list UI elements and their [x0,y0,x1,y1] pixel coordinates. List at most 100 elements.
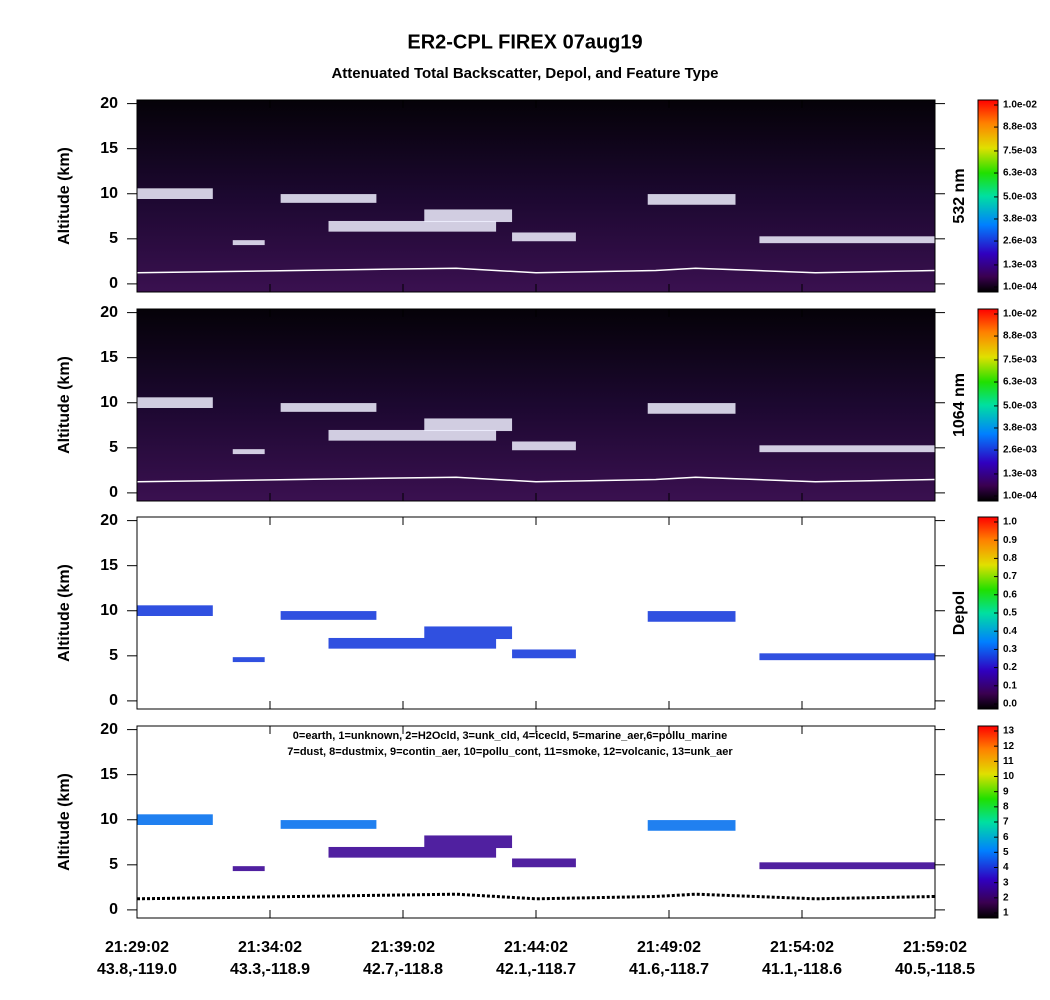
curtain [137,517,935,709]
y-tick-label: 15 [100,140,118,157]
surface [136,267,936,274]
feature [759,445,935,453]
x-tick-location: 42.1,-118.7 [496,961,576,978]
y-tick-label: 20 [100,304,118,321]
colorbar-tick-label: 11 [1003,756,1014,767]
y-tick-label: 20 [100,95,118,112]
feature [424,209,513,223]
y-axis-label: Altitude (km) [56,356,73,454]
x-tick-time: 21:44:02 [504,939,568,956]
x-tick-location: 40.5,-118.5 [895,961,975,978]
colorbar [977,99,999,293]
curtain [137,309,935,501]
curtain [137,100,935,292]
feature [647,194,736,205]
feature [647,403,736,414]
colorbar-tick-label: 0.5 [1003,608,1017,619]
colorbar-tick-label: 5.0e-03 [1003,192,1037,203]
annotation: 0=earth, 1=unknown, 2=H2Ocld, 3=unk_cld,… [293,730,727,742]
colorbar-tick-label: 8.8e-03 [1003,122,1037,133]
colorbar-tick-label: 0.4 [1003,626,1017,637]
colorbar-tick-label: 1.3e-03 [1003,260,1037,271]
x-tick-time: 21:29:02 [105,939,169,956]
y-tick-label: 10 [100,185,118,202]
feature [280,194,377,203]
colorbar-tick-label: 5 [1003,847,1009,858]
colorbar-label: 1064 nm [951,373,968,437]
colorbar-tick-label: 13 [1003,726,1015,737]
colorbar-label: Depol [951,591,968,635]
colorbar-tick-label: 0.6 [1003,589,1017,600]
feature [232,657,265,663]
feature [328,846,497,858]
feature [137,605,213,616]
colorbar-tick-label: 7 [1003,817,1009,828]
x-tick-location: 41.6,-118.7 [629,961,709,978]
y-tick-label: 5 [109,230,118,247]
x-tick-time: 21:59:02 [903,939,967,956]
colorbar-tick-label: 0.3 [1003,644,1017,655]
colorbar-tick-label: 7.5e-03 [1003,355,1037,366]
y-tick-label: 0 [109,484,118,501]
feature [232,240,265,246]
feature [137,814,213,825]
colorbar-tick-label: 4 [1003,862,1009,873]
feature [647,820,736,831]
x-tick-time: 21:54:02 [770,939,834,956]
subtitle: Attenuated Total Backscatter, Depol, and… [331,65,718,82]
feature [647,611,736,622]
x-tick-location: 42.7,-118.8 [363,961,443,978]
y-tick-label: 20 [100,512,118,529]
y-tick-label: 10 [100,811,118,828]
feature [280,403,377,412]
surface [136,892,936,901]
colorbar-tick-label: 10 [1003,771,1015,782]
y-tick-label: 15 [100,766,118,783]
surface [136,476,936,483]
annotation: 7=dust, 8=dustmix, 9=contin_aer, 10=poll… [287,746,733,758]
y-axis-label: Altitude (km) [56,564,73,662]
feature [137,397,213,408]
feature [232,866,265,872]
y-tick-label: 5 [109,439,118,456]
y-tick-label: 0 [109,692,118,709]
colorbar-tick-label: 0.8 [1003,553,1017,564]
colorbar-label: 532 nm [951,168,968,223]
y-tick-label: 10 [100,394,118,411]
feature [424,418,513,432]
feature [280,820,377,829]
colorbar-tick-label: 2.6e-03 [1003,236,1037,247]
colorbar-tick-label: 12 [1003,741,1015,752]
y-tick-label: 15 [100,557,118,574]
feature [137,188,213,199]
feature [512,649,576,659]
feature [328,429,497,441]
y-axis-label: Altitude (km) [56,147,73,245]
colorbar-tick-label: 0.9 [1003,535,1017,546]
colorbar-tick-label: 6.3e-03 [1003,377,1037,388]
feature [280,611,377,620]
colorbar-tick-label: 2 [1003,892,1009,903]
colorbar-tick-label: 1.0e-02 [1003,100,1037,111]
colorbar-tick-label: 1.3e-03 [1003,469,1037,480]
title: ER2-CPL FIREX 07aug19 [407,31,642,53]
feature [512,441,576,451]
colorbar-tick-label: 0.1 [1003,680,1017,691]
x-tick-location: 41.1,-118.6 [762,961,842,978]
curtain [137,726,935,918]
feature [759,653,935,661]
colorbar-tick-label: 8 [1003,801,1009,812]
colorbar-tick-label: 1.0e-02 [1003,309,1037,320]
y-tick-label: 20 [100,721,118,738]
colorbar-tick-label: 3 [1003,877,1009,888]
y-tick-label: 5 [109,647,118,664]
colorbar-tick-label: 6 [1003,832,1009,843]
colorbar-tick-label: 1.0e-04 [1003,282,1037,293]
colorbar-tick-label: 0.7 [1003,571,1017,582]
colorbar-tick-label: 3.8e-03 [1003,214,1037,225]
colorbar-tick-label: 1.0e-04 [1003,491,1037,502]
colorbar-tick-label: 1 [1003,908,1009,919]
y-tick-label: 10 [100,602,118,619]
feature [759,236,935,244]
y-tick-label: 5 [109,856,118,873]
